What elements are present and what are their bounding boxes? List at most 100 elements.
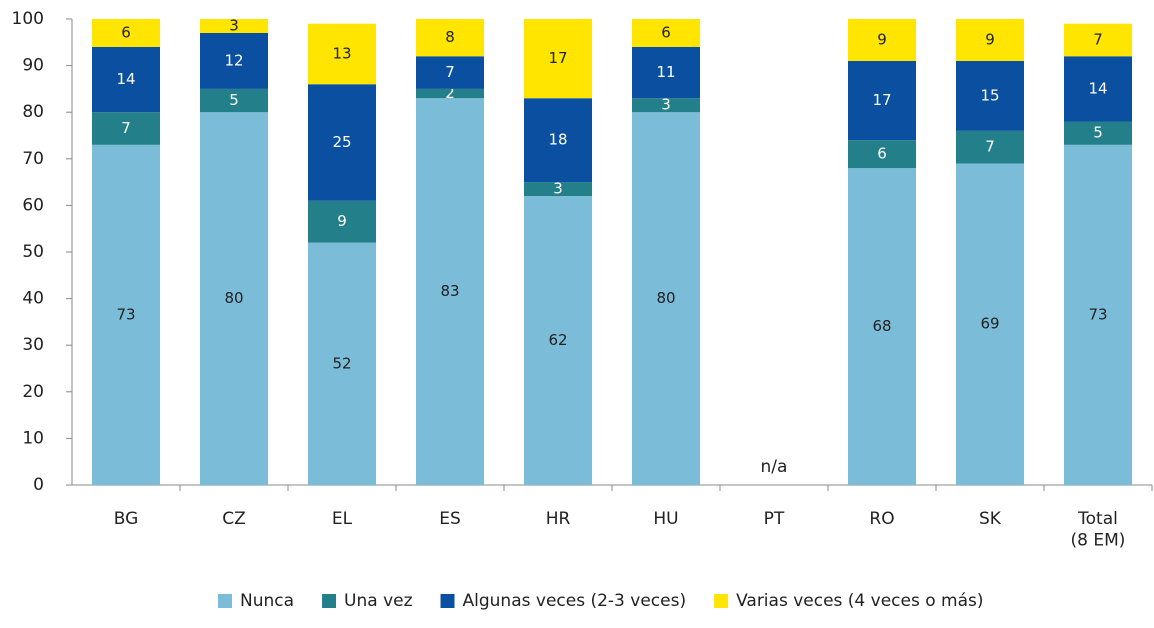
value-label: 52 xyxy=(332,354,351,372)
value-label: 6 xyxy=(121,23,131,41)
x-tick-label: CZ xyxy=(222,509,246,529)
bar-segment xyxy=(92,144,160,485)
bar-segment xyxy=(92,19,160,47)
x-tick-label: HU xyxy=(653,509,678,529)
bar-segment xyxy=(1064,23,1132,57)
value-label: 9 xyxy=(985,30,995,48)
x-tick-label: EL xyxy=(332,509,353,529)
bar-segment xyxy=(92,112,160,145)
value-label: 62 xyxy=(548,331,567,349)
value-label: 7 xyxy=(985,138,995,156)
bar-segment xyxy=(956,130,1024,164)
bar-segment xyxy=(416,19,484,57)
value-label: 5 xyxy=(229,91,239,109)
y-tick-label: 80 xyxy=(22,102,44,122)
legend-swatch xyxy=(218,594,232,608)
bar-segment xyxy=(1064,121,1132,145)
value-label: 83 xyxy=(440,282,459,300)
value-label: 73 xyxy=(1088,305,1107,323)
legend-label: Nunca xyxy=(240,591,294,611)
y-tick-label: 60 xyxy=(22,195,44,215)
bar-segment xyxy=(956,163,1024,485)
bar-segment xyxy=(524,98,592,183)
value-label: 7 xyxy=(1093,30,1103,48)
legend-swatch xyxy=(714,594,729,608)
value-label: 3 xyxy=(661,96,671,114)
bar-segment xyxy=(848,60,916,141)
bar-segment xyxy=(200,19,268,33)
bar-segment xyxy=(416,98,484,485)
value-label: 17 xyxy=(872,91,891,109)
bar-segment xyxy=(1064,56,1132,122)
bar-segment xyxy=(1064,144,1132,485)
value-label: 3 xyxy=(229,16,239,34)
bar-segment xyxy=(848,168,916,485)
x-tick-label: BG xyxy=(114,509,139,529)
value-label: 17 xyxy=(548,49,567,67)
y-tick-label: 0 xyxy=(33,475,44,495)
x-tick-label: RO xyxy=(869,509,894,529)
value-label: 73 xyxy=(116,305,135,323)
bar-segment xyxy=(848,140,916,169)
bar-segment xyxy=(200,112,268,485)
value-label: 9 xyxy=(877,30,887,48)
bar-segment xyxy=(632,46,700,99)
value-label: 12 xyxy=(224,51,243,69)
value-label: 80 xyxy=(224,289,243,307)
bar-segment xyxy=(524,196,592,485)
value-label: 18 xyxy=(548,131,567,149)
bar-segment xyxy=(308,242,376,485)
value-label: 14 xyxy=(116,70,135,88)
y-tick-label: 70 xyxy=(22,149,44,169)
value-label: 6 xyxy=(877,145,887,163)
bar-segment xyxy=(416,88,484,99)
value-label: 7 xyxy=(121,119,131,137)
bar-segment xyxy=(308,84,376,201)
x-tick-label: ES xyxy=(439,509,461,529)
value-label: 3 xyxy=(553,180,563,198)
y-tick-label: 30 xyxy=(22,335,44,355)
bar-segment xyxy=(416,56,484,89)
bar-segment xyxy=(848,19,916,61)
bar-segment xyxy=(956,19,1024,61)
bar-segment xyxy=(632,19,700,47)
x-tick-label: HR xyxy=(546,509,571,529)
x-tick-label: Total (8 EM) xyxy=(1071,509,1126,550)
y-tick-label: 10 xyxy=(22,428,44,448)
bar-segment xyxy=(524,19,592,99)
value-label: 15 xyxy=(980,86,999,104)
value-label: 2 xyxy=(445,84,455,102)
value-label: 6 xyxy=(661,23,671,41)
bar-segment xyxy=(200,32,268,89)
value-label: 68 xyxy=(872,317,891,335)
value-label: 80 xyxy=(656,289,675,307)
y-tick-label: 90 xyxy=(22,56,44,76)
bar-segment xyxy=(92,46,160,113)
legend-swatch xyxy=(322,594,337,608)
y-tick-label: 50 xyxy=(22,242,44,262)
value-label: 14 xyxy=(1088,79,1107,97)
bar-segment xyxy=(308,200,376,243)
bar-segment xyxy=(308,23,376,85)
y-tick-label: 20 xyxy=(22,382,44,402)
legend-swatch xyxy=(440,594,455,608)
bar-segment xyxy=(200,88,268,113)
value-label: 5 xyxy=(1093,124,1103,142)
value-label: 13 xyxy=(332,44,351,62)
bar-segment xyxy=(632,112,700,485)
x-tick-label: SK xyxy=(979,509,1002,529)
y-tick-label: 100 xyxy=(12,9,44,29)
bar-segment xyxy=(956,60,1024,131)
legend-label: Varias veces (4 veces o más) xyxy=(736,591,983,611)
value-label: 7 xyxy=(445,63,455,81)
value-label: 25 xyxy=(332,133,351,151)
legend-label: Una vez xyxy=(344,591,413,611)
legend-label: Algunas veces (2-3 veces) xyxy=(463,591,687,611)
y-tick-label: 40 xyxy=(22,289,44,309)
bar-segment xyxy=(632,98,700,113)
bar-segment xyxy=(524,182,592,197)
value-label: 69 xyxy=(980,315,999,333)
x-tick-label: PT xyxy=(764,509,785,529)
value-label: 8 xyxy=(445,28,455,46)
